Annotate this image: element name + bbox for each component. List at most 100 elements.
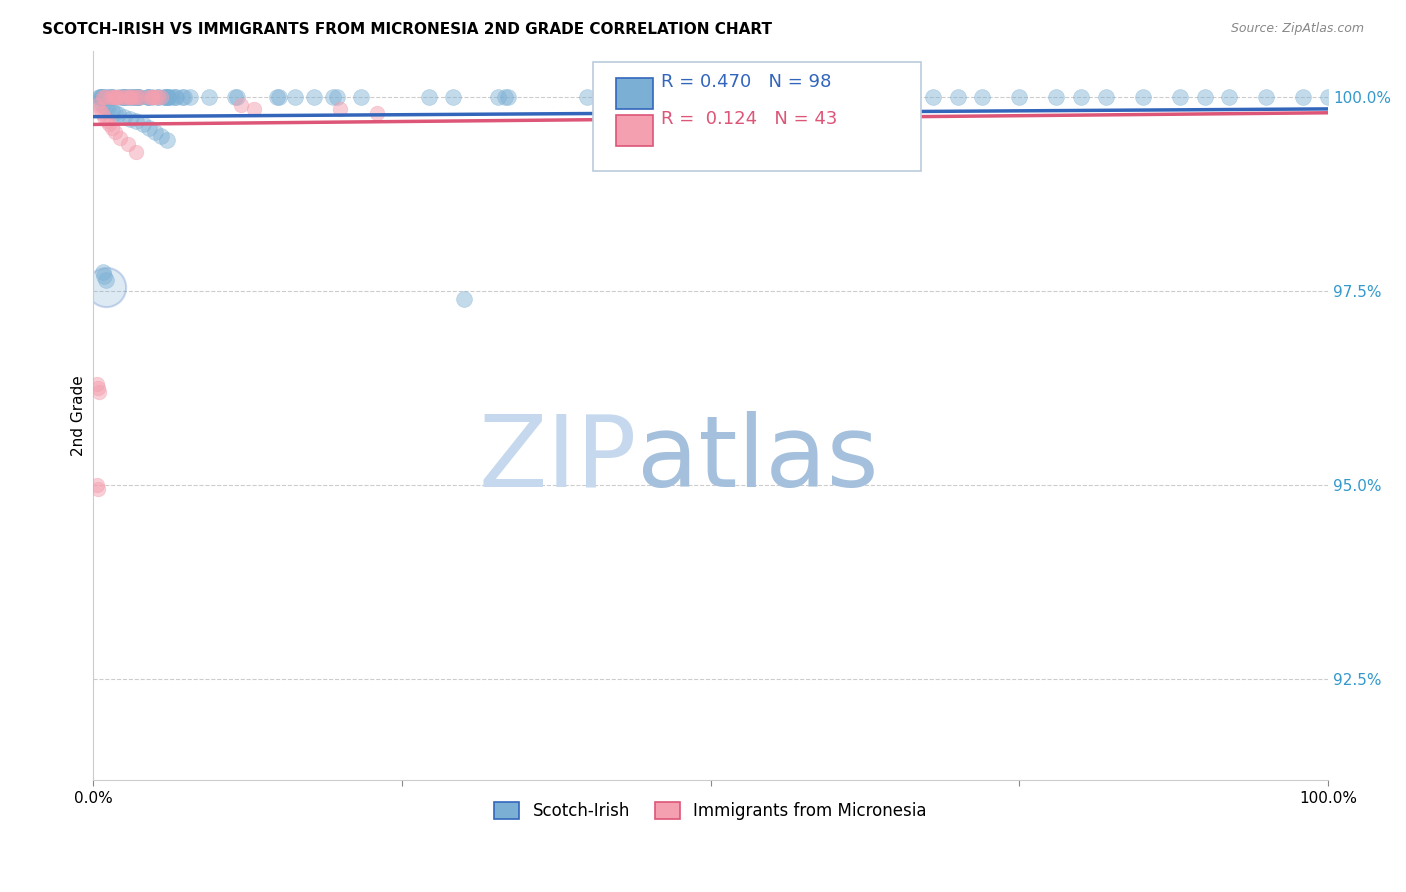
Point [848, 90, 870, 104]
Point [231, 98, 253, 112]
Point [121, 90, 143, 104]
Point [91, 90, 114, 104]
Point [87, 381, 110, 395]
Point [89, 102, 111, 116]
Point [799, 90, 821, 104]
Point [350, 90, 373, 104]
Point [366, 105, 388, 120]
Point [165, 90, 187, 104]
Point [1292, 90, 1315, 104]
Point [89, 385, 111, 400]
Point [496, 90, 519, 104]
FancyBboxPatch shape [616, 78, 652, 109]
Point [112, 90, 135, 104]
FancyBboxPatch shape [593, 62, 921, 171]
Point [197, 90, 219, 104]
Point [1168, 90, 1191, 104]
Point [441, 90, 464, 104]
Text: atlas: atlas [637, 411, 879, 508]
Point [322, 90, 344, 104]
Point [94, 99, 117, 113]
Point [486, 90, 509, 104]
Point [1008, 90, 1031, 104]
Point [150, 129, 173, 144]
Point [1256, 90, 1278, 104]
Point [128, 90, 150, 104]
Point [675, 90, 697, 104]
Point [118, 90, 141, 104]
Point [157, 90, 180, 104]
Point [112, 90, 135, 104]
Point [156, 90, 179, 104]
FancyBboxPatch shape [616, 115, 652, 145]
Point [125, 90, 148, 104]
Point [1095, 90, 1118, 104]
Point [104, 125, 127, 139]
Point [127, 90, 149, 104]
Text: SCOTCH-IRISH VS IMMIGRANTS FROM MICRONESIA 2ND GRADE CORRELATION CHART: SCOTCH-IRISH VS IMMIGRANTS FROM MICRONES… [42, 22, 772, 37]
Point [143, 90, 166, 104]
Point [100, 121, 122, 136]
Point [94, 90, 117, 104]
Point [269, 90, 291, 104]
Point [120, 90, 142, 104]
Point [1045, 90, 1067, 104]
Point [117, 136, 139, 151]
Point [418, 90, 440, 104]
Text: R =  0.124   N = 43: R = 0.124 N = 43 [661, 110, 838, 128]
Point [146, 90, 169, 104]
Point [98, 90, 121, 104]
Point [125, 113, 148, 128]
Point [136, 90, 159, 104]
Point [89, 90, 111, 104]
Point [91, 90, 114, 104]
Point [105, 90, 128, 104]
Point [89, 96, 111, 111]
Point [225, 90, 247, 104]
Point [105, 90, 128, 104]
Point [122, 90, 145, 104]
Point [761, 90, 783, 104]
Point [453, 292, 475, 306]
Point [107, 107, 129, 121]
Point [127, 90, 149, 104]
Point [329, 102, 352, 116]
Point [576, 90, 599, 104]
Point [1070, 90, 1092, 104]
Point [242, 102, 264, 116]
Point [153, 90, 176, 104]
Point [972, 90, 994, 104]
Point [179, 90, 201, 104]
Point [120, 90, 142, 104]
Point [97, 102, 120, 116]
Point [120, 90, 142, 104]
Point [111, 90, 134, 104]
Point [1218, 90, 1240, 104]
Point [115, 90, 138, 104]
Point [173, 90, 195, 104]
Text: ZIP: ZIP [478, 411, 637, 508]
Point [90, 105, 112, 120]
Point [141, 90, 163, 104]
Point [304, 90, 326, 104]
Point [86, 478, 108, 492]
Point [112, 90, 135, 104]
Point [494, 90, 516, 104]
Point [224, 90, 246, 104]
Point [638, 90, 661, 104]
Point [114, 90, 136, 104]
Point [86, 98, 108, 112]
Point [90, 90, 112, 104]
Point [266, 90, 288, 104]
Text: Source: ZipAtlas.com: Source: ZipAtlas.com [1230, 22, 1364, 36]
Point [98, 117, 121, 131]
Point [125, 145, 148, 159]
Point [152, 90, 174, 104]
Point [146, 90, 169, 104]
Point [170, 90, 193, 104]
Point [699, 90, 721, 104]
Point [103, 90, 125, 104]
Point [87, 482, 110, 496]
Point [143, 125, 166, 139]
Point [122, 90, 145, 104]
